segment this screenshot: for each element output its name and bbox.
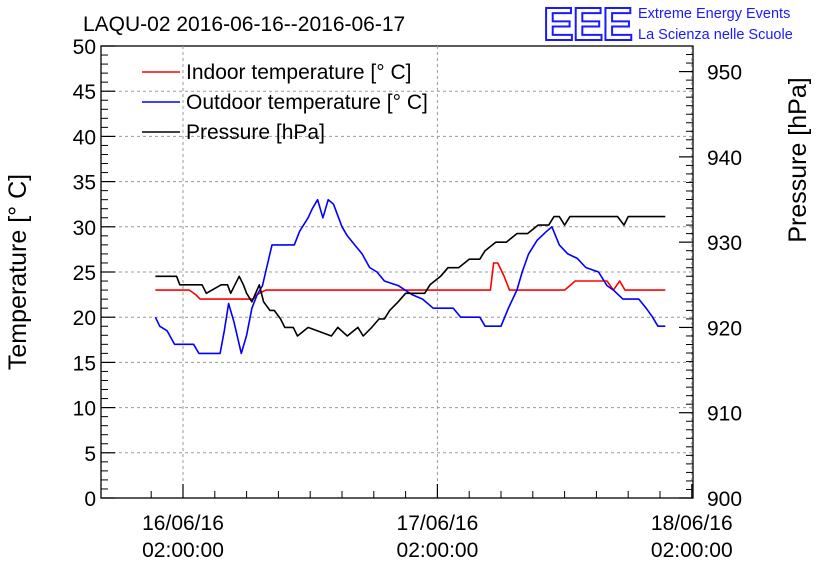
x-tick-time: 02:00:00 [397, 539, 479, 562]
ticks-layer: 0 5 10 15 20 25 30 35 40 45 50 900 910 920 930 940 950 16… [73, 36, 742, 562]
y2-tick-label: 910 [707, 403, 742, 426]
series-line-outdoor [154, 198, 666, 355]
legend: Indoor temperature [° C] Outdoor tempera… [142, 61, 428, 144]
series-line-indoor [155, 262, 666, 300]
x-tick-time: 02:00:00 [142, 539, 224, 562]
legend-label-indoor: Indoor temperature [° C] [186, 61, 412, 84]
y2-tick-label: 930 [707, 232, 742, 255]
y-tick-label: 40 [73, 126, 96, 149]
eee-logo: EEE [543, 0, 632, 50]
y-tick-label: 15 [73, 352, 96, 375]
y-tick-label: 0 [84, 488, 96, 511]
chart-title: LAQU-02 2016-06-16--2016-06-17 [83, 13, 405, 36]
y-tick-label: 50 [73, 36, 96, 59]
y-axis-label: Temperature [° C] [4, 174, 32, 370]
x-tick-date: 18/06/16 [651, 512, 733, 535]
y-tick-label: 25 [73, 262, 96, 285]
series-line-pressure [155, 215, 666, 337]
x-tick-date: 16/06/16 [142, 512, 224, 535]
x-tick-date: 17/06/16 [397, 512, 479, 535]
y2-axis-label: Pressure [hPa] [784, 77, 812, 242]
y2-tick-label: 900 [707, 488, 742, 511]
series-layer [154, 198, 666, 355]
y-tick-label: 45 [73, 81, 96, 104]
legend-label-pressure: Pressure [hPa] [186, 121, 325, 144]
y2-tick-label: 950 [707, 62, 742, 85]
y2-tick-label: 920 [707, 317, 742, 340]
y-tick-label: 30 [73, 217, 96, 240]
y-tick-label: 35 [73, 172, 96, 195]
y2-tick-label: 940 [707, 147, 742, 170]
y-tick-label: 5 [84, 443, 96, 466]
x-tick-time: 02:00:00 [651, 539, 733, 562]
brand-line-2: La Scienza nelle Scuole [638, 27, 793, 43]
legend-label-outdoor: Outdoor temperature [° C] [186, 91, 428, 114]
y-tick-label: 10 [73, 398, 96, 421]
grid [101, 46, 693, 498]
brand-line-1: Extreme Energy Events [638, 6, 790, 22]
y-tick-label: 20 [73, 307, 96, 330]
